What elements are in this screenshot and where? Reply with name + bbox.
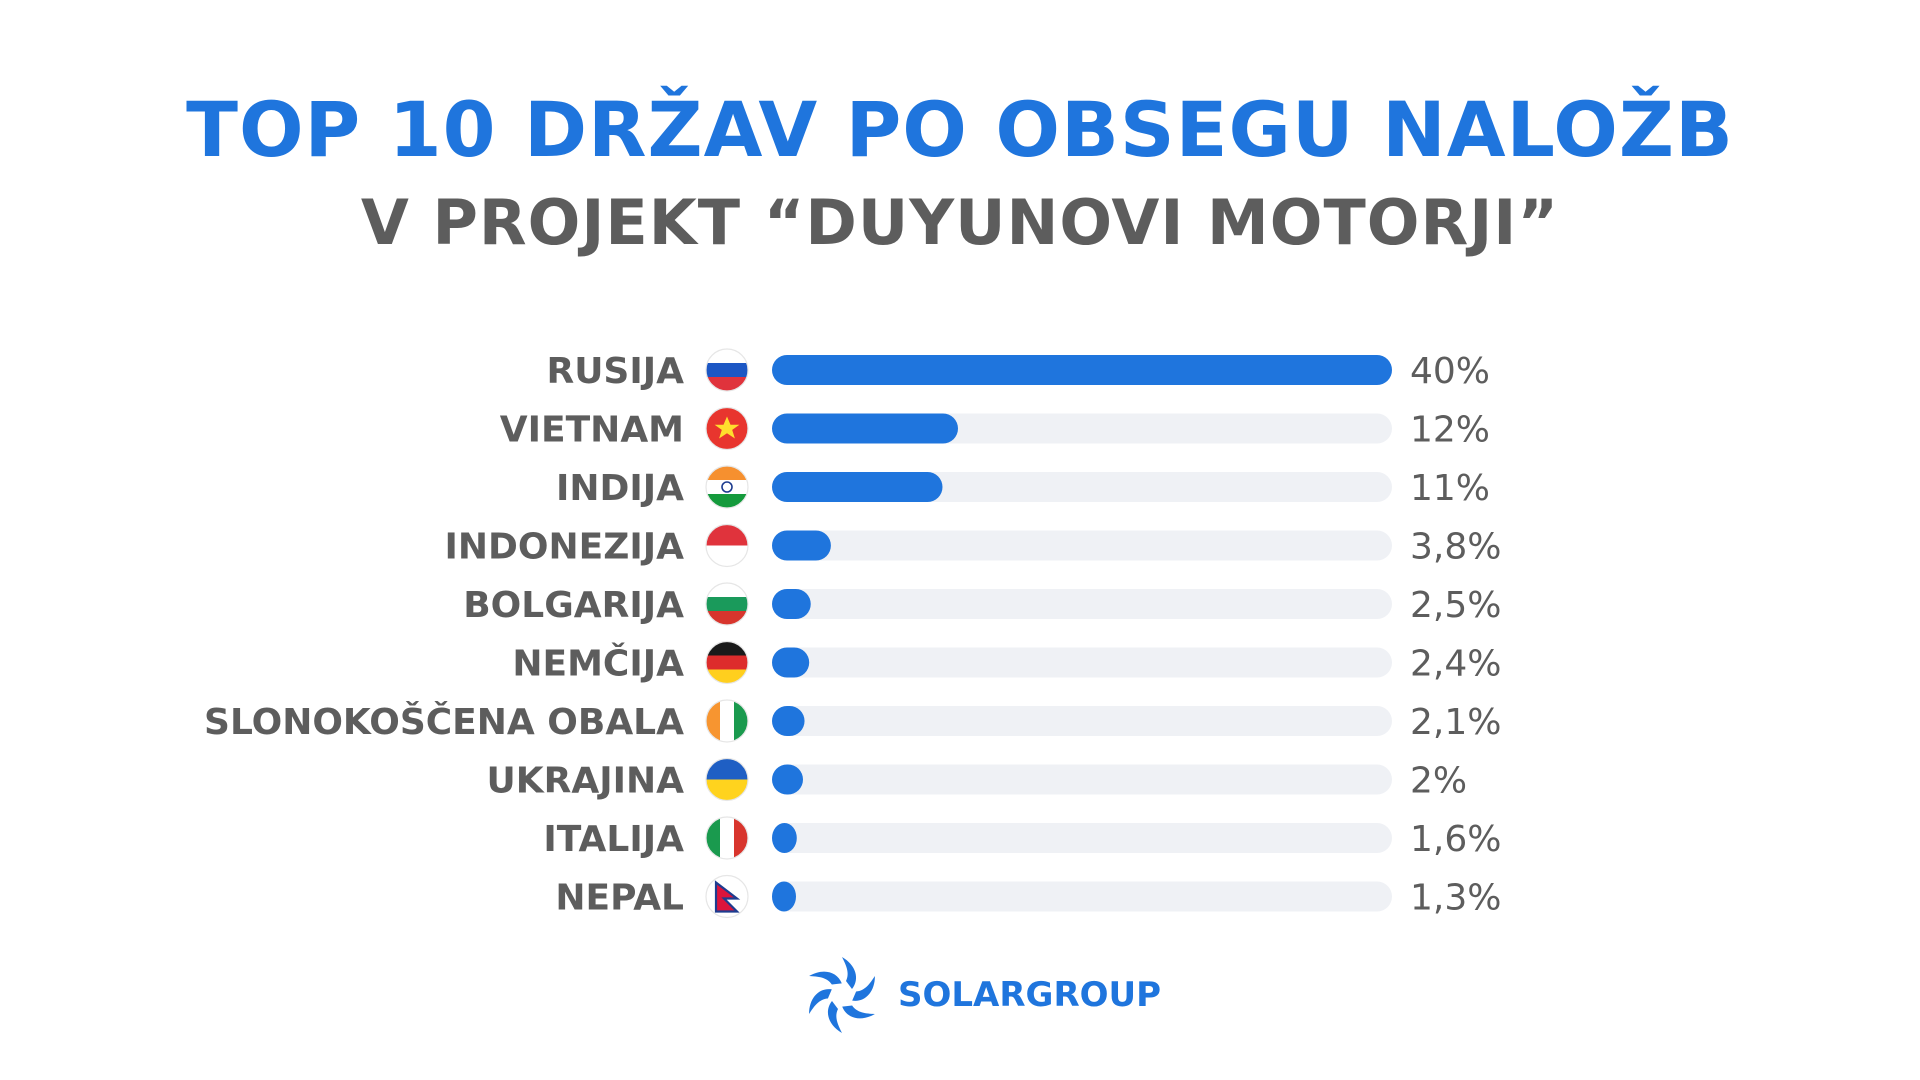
chart-title: TOP 10 DRŽAV PO OBSEGU NALOŽB bbox=[186, 85, 1734, 174]
bar bbox=[772, 764, 803, 795]
bar-row: SLONOKOŠČENA OBALA 2,1% bbox=[204, 699, 1501, 743]
bar-track bbox=[772, 530, 1392, 561]
bar bbox=[772, 355, 1392, 385]
bar-row: BOLGARIJA 2,5% bbox=[463, 582, 1501, 626]
solargroup-logo-icon bbox=[809, 957, 875, 1033]
bar-track bbox=[772, 823, 1392, 853]
nepal-flag-icon bbox=[705, 874, 749, 919]
bar-track bbox=[772, 647, 1392, 678]
bar bbox=[772, 706, 805, 736]
chart-subtitle: V PROJEKT “DUYUNOVI MOTORJI” bbox=[360, 186, 1560, 259]
indonesia-flag-icon bbox=[705, 523, 749, 568]
value-label: 12% bbox=[1410, 410, 1490, 451]
bar-row: NEPAL 1,3% bbox=[555, 874, 1501, 919]
value-label: 40% bbox=[1410, 351, 1490, 392]
category-label: RUSIJA bbox=[546, 351, 684, 392]
vietnam-flag-icon bbox=[705, 406, 749, 451]
category-label: INDONEZIJA bbox=[445, 527, 685, 568]
bar bbox=[772, 647, 810, 678]
value-label: 2% bbox=[1410, 761, 1467, 802]
bar-track bbox=[772, 706, 1392, 736]
value-label: 3,8% bbox=[1410, 527, 1501, 568]
category-label: VIETNAM bbox=[500, 410, 684, 451]
category-label: NEPAL bbox=[555, 878, 684, 919]
value-label: 1,3% bbox=[1410, 878, 1501, 919]
germany-flag-icon bbox=[705, 640, 749, 685]
category-label: NEMČIJA bbox=[512, 643, 684, 685]
bar bbox=[772, 472, 943, 502]
value-label: 1,6% bbox=[1410, 819, 1501, 860]
bar bbox=[772, 589, 811, 619]
category-label: BOLGARIJA bbox=[463, 585, 684, 626]
bar-track bbox=[772, 589, 1392, 619]
value-label: 2,1% bbox=[1410, 702, 1501, 743]
bulgaria-flag-icon bbox=[705, 582, 749, 626]
category-label: UKRAJINA bbox=[487, 761, 685, 802]
solargroup-logo: SOLARGROUP bbox=[800, 957, 1162, 1033]
ivory-coast-flag-icon bbox=[705, 699, 749, 743]
category-label: ITALIJA bbox=[543, 819, 684, 860]
bar bbox=[772, 413, 958, 444]
category-label: INDIJA bbox=[556, 468, 684, 509]
bar bbox=[772, 823, 797, 853]
bar bbox=[772, 881, 796, 912]
russia-flag-icon bbox=[705, 348, 749, 392]
bar-track bbox=[772, 881, 1392, 912]
value-label: 2,4% bbox=[1410, 644, 1501, 685]
value-label: 2,5% bbox=[1410, 585, 1501, 626]
bar-row: INDONEZIJA 3,8% bbox=[445, 523, 1501, 568]
ukraine-flag-icon bbox=[705, 757, 749, 802]
italy-flag-icon bbox=[705, 816, 749, 860]
bar-row: VIETNAM 12% bbox=[500, 406, 1490, 451]
india-flag-icon bbox=[705, 465, 749, 509]
bar-row: ITALIJA 1,6% bbox=[543, 816, 1501, 860]
bar-track bbox=[772, 764, 1392, 795]
bar-row: RUSIJA 40% bbox=[546, 348, 1490, 392]
bar-row: UKRAJINA 2% bbox=[487, 757, 1467, 802]
category-label: SLONOKOŠČENA OBALA bbox=[204, 701, 684, 743]
brand-name: SOLARGROUP bbox=[898, 975, 1162, 1015]
bar-row: NEMČIJA 2,4% bbox=[512, 640, 1501, 685]
bar bbox=[772, 530, 831, 561]
value-label: 11% bbox=[1410, 468, 1490, 509]
bar-row: INDIJA 11% bbox=[556, 465, 1490, 509]
